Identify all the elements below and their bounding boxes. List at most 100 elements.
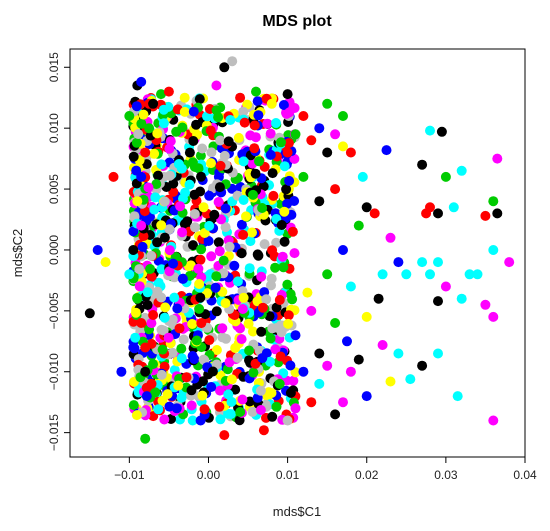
data-point <box>250 168 261 179</box>
data-point <box>223 389 234 400</box>
data-point <box>152 128 163 139</box>
data-point <box>187 319 198 329</box>
data-point <box>433 348 443 359</box>
data-point <box>239 117 250 128</box>
data-point <box>271 401 282 412</box>
data-point <box>152 237 163 248</box>
data-point <box>306 305 317 316</box>
data-point <box>128 151 139 162</box>
data-point <box>220 298 231 309</box>
data-point <box>218 255 229 266</box>
data-point <box>377 340 388 350</box>
data-point <box>488 415 499 426</box>
data-point <box>287 294 298 305</box>
data-point <box>265 128 276 139</box>
data-point <box>357 171 368 182</box>
data-point <box>138 231 149 242</box>
data-point <box>456 293 467 304</box>
data-point <box>393 348 404 359</box>
data-point <box>156 159 167 170</box>
data-point <box>401 269 412 280</box>
data-point <box>158 104 169 115</box>
data-point <box>152 286 163 297</box>
data-point <box>188 106 199 117</box>
data-point <box>361 311 372 322</box>
data-point <box>156 89 166 100</box>
data-point <box>258 181 269 192</box>
data-point <box>247 326 258 337</box>
data-point <box>189 354 200 365</box>
data-point <box>436 126 447 137</box>
x-tick-label: −0.01 <box>114 468 145 482</box>
data-point <box>142 300 153 310</box>
data-point <box>116 366 127 377</box>
data-point <box>194 279 205 289</box>
data-point <box>480 210 491 221</box>
data-point <box>504 257 515 268</box>
data-point <box>265 149 276 160</box>
data-point <box>369 208 380 219</box>
data-point <box>264 311 275 322</box>
data-point <box>197 143 208 154</box>
data-point <box>274 295 285 305</box>
data-point <box>248 189 258 200</box>
data-point <box>258 425 269 436</box>
data-point <box>232 352 243 363</box>
data-point <box>421 208 432 219</box>
data-point <box>136 220 147 231</box>
data-point <box>330 409 341 420</box>
data-point <box>140 147 151 158</box>
data-point <box>138 109 149 120</box>
data-point <box>290 129 301 140</box>
data-point <box>190 222 200 233</box>
y-tick-label: 0.010 <box>47 113 61 143</box>
data-point <box>306 397 317 408</box>
data-point <box>235 92 246 103</box>
data-point <box>140 342 151 353</box>
data-point <box>179 106 190 117</box>
data-point <box>149 148 160 159</box>
data-point <box>330 318 341 328</box>
data-point <box>156 264 167 275</box>
data-point <box>267 323 278 334</box>
data-point <box>271 302 282 313</box>
data-point <box>253 250 264 261</box>
y-axis: −0.015 −0.010 −0.005 0.000 0.005 0.010 0.015 <box>47 52 70 451</box>
data-point <box>124 269 135 280</box>
data-point <box>237 394 248 405</box>
data-point <box>480 299 491 310</box>
x-axis: −0.01 0.00 0.01 0.02 0.03 0.04 <box>114 457 537 482</box>
data-point <box>136 118 147 129</box>
data-point <box>140 366 151 377</box>
data-point <box>298 171 309 182</box>
data-point <box>136 171 147 182</box>
data-point <box>191 119 202 130</box>
data-point <box>302 287 313 298</box>
data-point <box>131 137 142 148</box>
data-point <box>433 208 443 219</box>
data-point <box>84 308 95 319</box>
data-point <box>287 226 298 237</box>
data-point <box>225 115 236 125</box>
data-point <box>279 161 290 172</box>
data-point <box>199 228 210 238</box>
x-axis-label: mds$C1 <box>273 504 321 519</box>
data-point <box>148 411 159 422</box>
data-point <box>253 110 264 121</box>
data-point <box>171 403 182 414</box>
data-point <box>244 263 255 274</box>
data-point <box>290 330 301 341</box>
data-point <box>196 244 207 255</box>
data-point <box>199 404 210 415</box>
data-point <box>285 360 296 371</box>
y-tick-label: 0.000 <box>47 235 61 265</box>
data-point <box>146 271 157 282</box>
data-point <box>270 344 281 355</box>
data-point <box>452 391 463 402</box>
data-point <box>274 378 285 389</box>
x-tick-label: 0.04 <box>513 468 537 482</box>
data-point <box>215 135 226 146</box>
data-point <box>134 264 145 275</box>
data-point <box>164 245 175 256</box>
